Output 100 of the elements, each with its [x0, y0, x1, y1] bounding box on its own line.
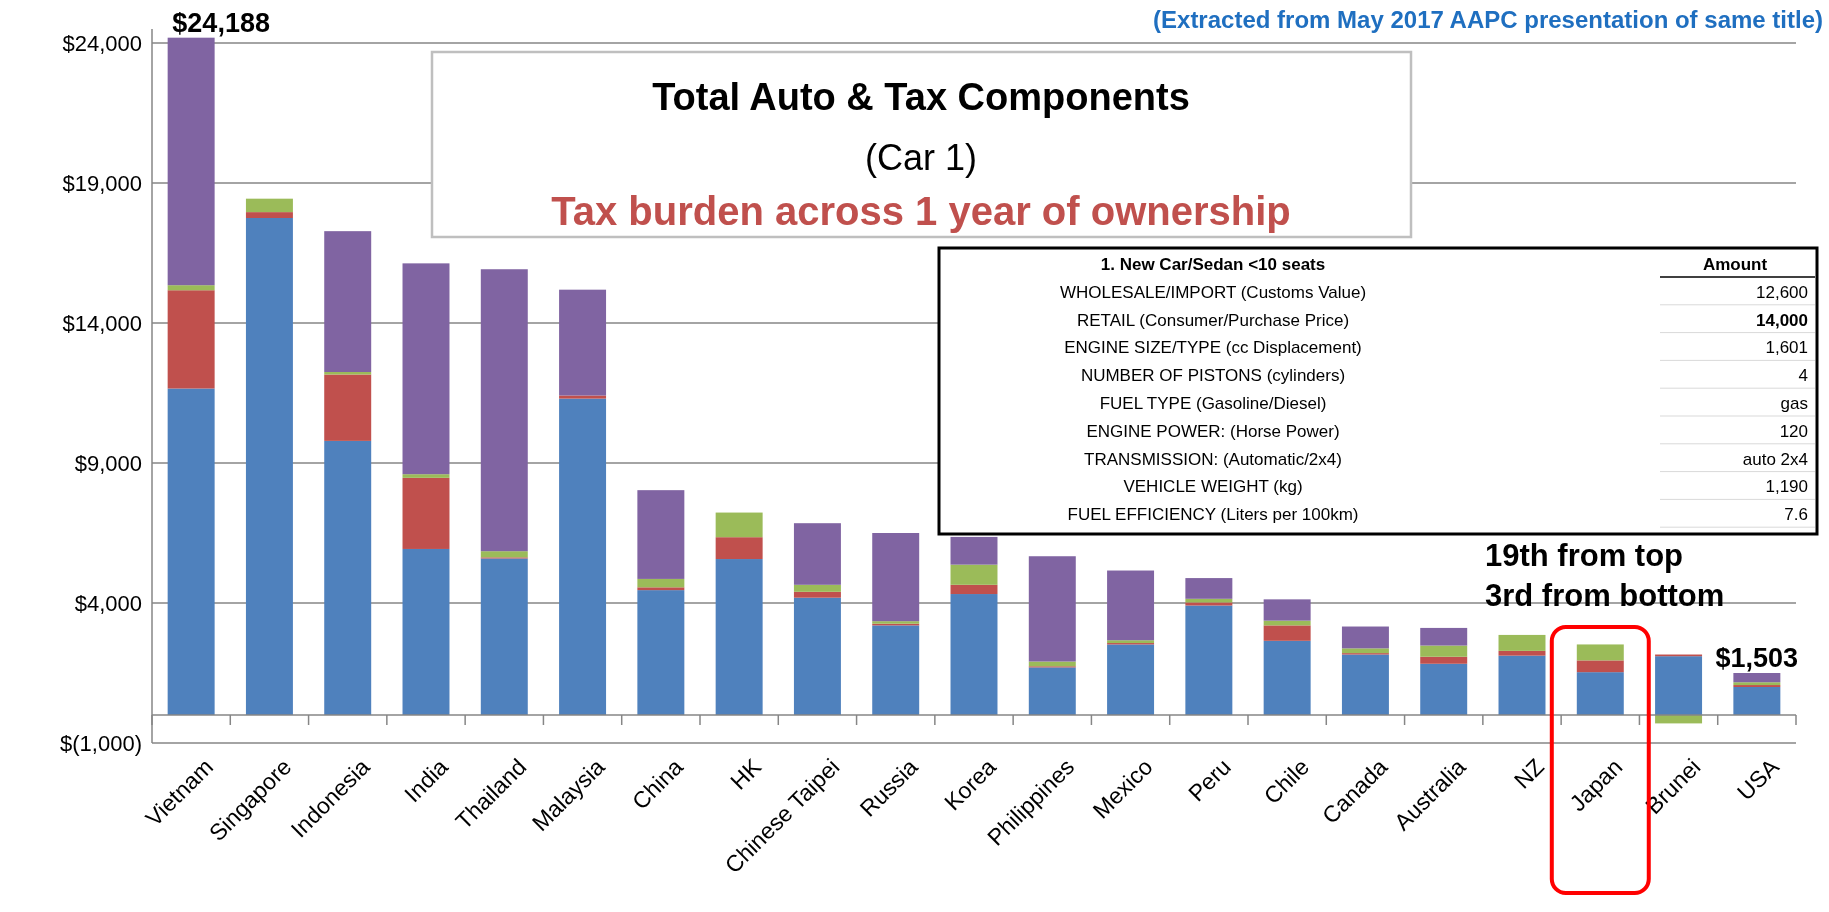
- bar: [1733, 687, 1781, 715]
- annotation: ENGINE SIZE/TYPE (cc Displacement): [1064, 338, 1362, 358]
- annotation: WHOLESALE/IMPORT (Customs Value): [1059, 282, 1367, 302]
- bar: [167, 285, 215, 291]
- x-tick-label: HK: [725, 753, 767, 795]
- bar: [245, 212, 293, 218]
- bar: [1341, 648, 1389, 654]
- y-tick-label: $14,000: [62, 310, 142, 336]
- bar: [872, 625, 920, 715]
- x-tick-label: NZ: [1508, 753, 1549, 794]
- bar: [950, 594, 998, 715]
- bar: [1263, 640, 1311, 715]
- bar: [324, 372, 372, 375]
- bar: [793, 591, 841, 598]
- annotation: Tax burden across 1 year of ownership: [551, 189, 1291, 233]
- bar: [1341, 626, 1389, 649]
- annotation: 3rd from bottom: [1485, 578, 1725, 613]
- bar: [167, 388, 215, 715]
- bar: [1498, 634, 1546, 651]
- bar: [559, 395, 607, 399]
- bar: [480, 551, 528, 558]
- bar: [324, 374, 372, 441]
- bar: [1498, 650, 1546, 656]
- bar: [559, 289, 607, 396]
- annotation: 19th from top: [1485, 538, 1684, 573]
- annotation: RETAIL (Consumer/Purchase Price): [1076, 310, 1350, 330]
- bar: [1028, 667, 1076, 715]
- bar: [793, 584, 841, 592]
- text: 4: [1798, 366, 1808, 386]
- annotation: TRANSMISSION: (Automatic/2x4): [1084, 449, 1342, 469]
- bar: [950, 564, 998, 585]
- annotation: FUEL TYPE (Gasoline/Diesel): [1099, 394, 1327, 413]
- annotation: 12,600: [1756, 282, 1808, 302]
- bar: [402, 263, 450, 475]
- bar: [1263, 599, 1311, 621]
- bar: [480, 269, 528, 552]
- bar: [402, 474, 450, 478]
- bar: [1185, 605, 1233, 715]
- bar: [715, 537, 763, 560]
- annotation: 7.6: [1784, 505, 1808, 525]
- annotation: $1,503: [1715, 642, 1799, 673]
- annotation: Amount: [1702, 255, 1768, 274]
- text: (Car 1): [864, 137, 978, 178]
- bar: [1341, 654, 1389, 715]
- bar: [559, 398, 607, 715]
- bar: [245, 218, 293, 715]
- annotation: gas: [1780, 394, 1808, 413]
- bar: [1420, 663, 1468, 715]
- annotation: $24,188: [172, 7, 270, 38]
- y-tick-label: $24,000: [62, 30, 142, 56]
- bar: [1107, 570, 1155, 641]
- bar: [1655, 656, 1703, 715]
- bar: [1107, 644, 1155, 715]
- bar: [1733, 673, 1781, 683]
- bar: [637, 578, 685, 588]
- annotation: NUMBER OF PISTONS (cylinders): [1080, 366, 1346, 386]
- y-tick-label: $4,000: [74, 590, 142, 616]
- bar: [637, 590, 685, 715]
- bar: [480, 558, 528, 715]
- bar: [950, 584, 998, 595]
- bar: [1420, 656, 1468, 664]
- y-tick-label: $9,000: [74, 450, 142, 476]
- annotation: VEHICLE WEIGHT (kg): [1123, 477, 1303, 497]
- bar: [167, 37, 215, 286]
- bar: [1576, 660, 1624, 673]
- annotation: 1,190: [1765, 477, 1808, 497]
- bar: [1263, 625, 1311, 641]
- bar: [793, 597, 841, 715]
- text: Total Auto & Tax Components: [652, 76, 1190, 118]
- annotation: auto 2x4: [1742, 449, 1808, 469]
- bar: [245, 198, 293, 213]
- bar: [167, 290, 215, 389]
- bar: [950, 536, 998, 565]
- annotation: (Extracted from May 2017 AAPC presentation of same title): [1153, 6, 1823, 33]
- bar: [793, 523, 841, 585]
- annotation: FUEL EFFICIENCY (Liters per 100km): [1067, 505, 1359, 525]
- bar: [1028, 556, 1076, 662]
- x-tick-label: USA: [1731, 753, 1785, 806]
- bar: [1576, 644, 1624, 661]
- bar: [402, 548, 450, 715]
- annotation: 120: [1779, 421, 1808, 441]
- annotation: 1. New Car/Sedan <10 seats: [1100, 255, 1326, 274]
- bar: [637, 587, 685, 591]
- y-tick-label: $(1,000): [60, 730, 142, 756]
- bar: [1185, 578, 1233, 599]
- bar: [1498, 655, 1546, 715]
- bar: [324, 231, 372, 372]
- bar: [715, 559, 763, 715]
- bar: [715, 512, 763, 538]
- y-tick-label: $19,000: [62, 170, 142, 196]
- bar: [637, 490, 685, 579]
- bar: [402, 477, 450, 549]
- bar: [1420, 627, 1468, 646]
- annotation: ENGINE POWER: (Horse Power): [1086, 421, 1340, 441]
- annotation: 14,000: [1756, 310, 1808, 330]
- bar: [324, 440, 372, 715]
- bar: [1576, 672, 1624, 715]
- bar: [1420, 645, 1468, 657]
- annotation: 1,601: [1765, 338, 1808, 358]
- bar: [1185, 602, 1233, 606]
